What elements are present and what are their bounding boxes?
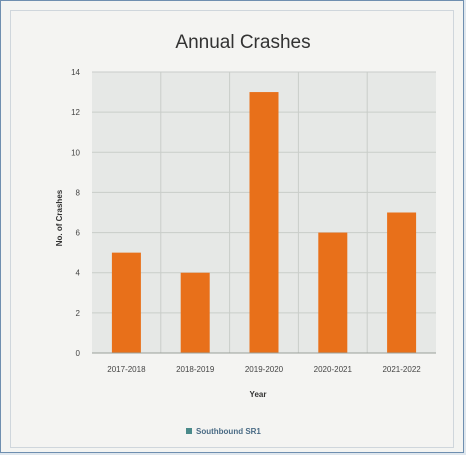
bar-2019-2020	[249, 92, 279, 354]
bars	[111, 92, 417, 354]
y-axis-label: No. of Crashes	[55, 189, 64, 246]
y-tick-label: 10	[71, 148, 80, 157]
y-tick-label: 4	[76, 269, 81, 278]
y-tick-label: 0	[76, 349, 81, 358]
y-tick-label: 12	[71, 108, 80, 117]
x-tick-label: 2020-2021	[314, 365, 353, 374]
y-tick-label: 2	[76, 309, 81, 318]
legend-label: Southbound SR1	[196, 427, 261, 436]
y-axis-ticks: 0 2 4 6 8 10 12 14	[71, 68, 80, 358]
bar-2020-2021	[318, 232, 348, 353]
x-tick-label: 2018-2019	[176, 365, 215, 374]
bar-2018-2019	[180, 272, 210, 353]
bar-2021-2022	[387, 212, 417, 353]
x-axis-ticks: 2017-2018 2018-2019 2019-2020 2020-2021 2021…	[107, 365, 421, 374]
bar-2017-2018	[111, 252, 141, 353]
x-tick-label: 2019-2020	[245, 365, 284, 374]
y-tick-label: 6	[76, 229, 81, 238]
y-tick-label: 14	[71, 68, 80, 77]
x-tick-label: 2017-2018	[107, 365, 146, 374]
x-axis-label: Year	[250, 390, 267, 399]
y-tick-label: 8	[76, 188, 81, 197]
legend: Southbound SR1	[186, 427, 261, 436]
legend-marker	[186, 428, 192, 434]
x-tick-label: 2021-2022	[382, 365, 421, 374]
chart-title: Annual Crashes	[175, 32, 310, 53]
